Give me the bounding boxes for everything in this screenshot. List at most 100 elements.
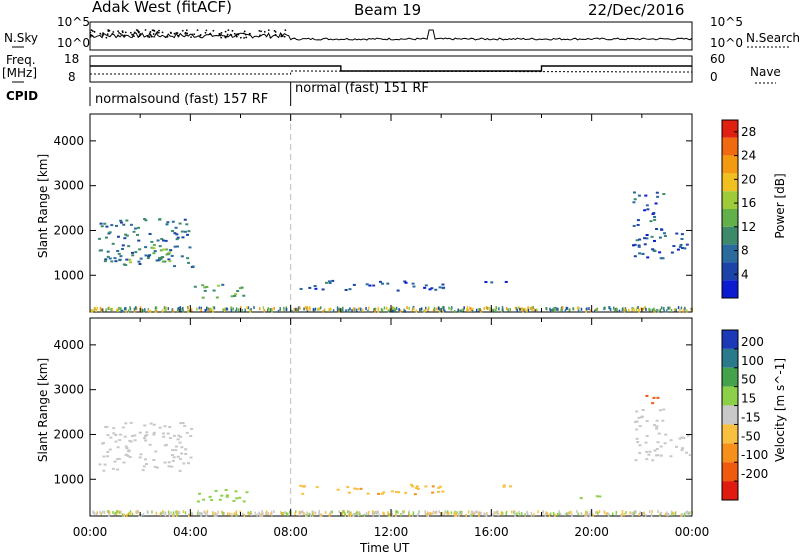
power-ground-cell	[550, 308, 552, 312]
velocity-ground-cell	[526, 512, 529, 516]
velocity-cell	[661, 419, 665, 422]
velocity-cell	[182, 462, 186, 465]
power-cell	[107, 232, 111, 235]
noise-sky-dot	[186, 32, 189, 35]
velocity-ground-cell	[242, 512, 244, 516]
velocity-ground-cell	[184, 511, 187, 515]
velocity-ground-cell	[151, 510, 153, 514]
power-ground-cell	[190, 308, 193, 312]
noise-sky-dot	[170, 32, 172, 34]
velocity-ground-cell	[138, 513, 140, 517]
power-ground-cell	[457, 308, 459, 312]
noise-sky-dot	[112, 31, 115, 33]
xtick-label: 00:00	[73, 525, 108, 539]
velocity-ground-cell	[651, 510, 653, 514]
velocity-ground-cell	[284, 510, 286, 514]
velocity-ground-cell	[408, 512, 410, 516]
velocity-cell	[115, 458, 119, 461]
power-cell	[121, 244, 125, 247]
velocity-ground-cell	[329, 512, 331, 516]
velocity-ground-cell	[469, 513, 472, 517]
power-ground-cell	[530, 306, 533, 310]
power-cell	[136, 233, 140, 236]
velocity-ground-cell	[177, 511, 180, 515]
velocity-ground-cell	[465, 513, 467, 517]
velocity-cell	[641, 409, 645, 412]
velocity-ground-cell	[311, 513, 314, 517]
velocity-ground-cell	[155, 511, 158, 515]
noise-sky-dot	[89, 34, 92, 36]
velocity-ground-cell	[473, 512, 475, 516]
velocity-cell	[172, 456, 176, 459]
noise-sky-dot	[166, 35, 169, 38]
power-cell	[430, 287, 434, 290]
power-ground-cell	[119, 307, 122, 311]
power-ground-cell	[374, 309, 376, 313]
velocity-ground-cell	[308, 512, 311, 516]
velocity-ground-cell	[203, 510, 205, 514]
velocity-ground-cell	[556, 512, 559, 516]
velocity-colorbar-swatch	[722, 405, 738, 425]
power-ground-cell	[674, 308, 676, 312]
velocity-ground-cell	[261, 512, 264, 516]
power-ground-cell	[441, 306, 444, 310]
noise-sky-dot	[219, 34, 222, 37]
velocity-ground-cell	[289, 510, 291, 514]
velocity-ytick-label: 4000	[53, 338, 84, 352]
power-cell	[675, 232, 679, 235]
velocity-ground-cell	[585, 513, 588, 517]
power-ground-cell	[142, 309, 145, 313]
velocity-ground-cell	[331, 510, 333, 514]
power-cell	[165, 223, 169, 226]
power-cell	[635, 239, 639, 242]
velocity-ground-cell	[170, 511, 172, 515]
velocity-cell	[637, 416, 641, 419]
velocity-cell	[112, 427, 116, 430]
power-ground-cell	[179, 306, 181, 310]
velocity-cell	[111, 467, 115, 470]
freq-tick-high: 18	[64, 52, 80, 66]
velocity-ground-cell	[514, 513, 516, 517]
velocity-cell	[655, 427, 659, 430]
velocity-cell	[635, 410, 639, 413]
power-ground-cell	[226, 307, 229, 311]
power-cell	[653, 215, 657, 218]
power-ground-cell	[472, 307, 474, 311]
power-ground-cell	[436, 307, 438, 311]
power-ground-cell	[478, 308, 480, 312]
velocity-ground-cell	[312, 511, 315, 515]
velocity-colorbar-label: -15	[741, 410, 761, 424]
velocity-cell	[680, 436, 684, 439]
xtick-label: 04:00	[173, 525, 208, 539]
power-ground-cell	[653, 307, 655, 311]
velocity-cell	[149, 422, 153, 425]
velocity-ground-cell	[501, 511, 504, 515]
velocity-colorbar-label: -50	[741, 429, 761, 443]
velocity-ground-cell	[426, 513, 429, 517]
power-cell	[173, 232, 177, 235]
velocity-ground-cell	[453, 511, 456, 515]
noise-sky-dot	[138, 35, 141, 38]
velocity-ground-cell	[688, 511, 690, 515]
power-cell	[683, 247, 687, 250]
power-cell	[138, 248, 142, 251]
power-cell	[368, 284, 372, 287]
power-colorbar-swatch	[722, 173, 738, 192]
velocity-cell	[167, 461, 171, 464]
power-colorbar-label: 24	[741, 149, 756, 163]
velocity-ground-cell	[493, 511, 495, 515]
velocity-ground-cell	[412, 512, 415, 516]
velocity-cell	[198, 492, 202, 495]
power-ground-cell	[129, 307, 132, 311]
velocity-ground-cell	[411, 513, 414, 517]
velocity-ground-cell	[631, 511, 633, 515]
velocity-cell	[595, 495, 599, 498]
velocity-cell	[416, 487, 420, 490]
velocity-cell	[125, 447, 129, 450]
noise-sky-dot	[242, 32, 245, 35]
power-ground-cell	[632, 307, 635, 311]
velocity-ground-cell	[408, 510, 410, 514]
velocity-region-4	[579, 495, 602, 500]
velocity-cell	[143, 424, 147, 427]
power-ground-cell	[178, 306, 180, 310]
